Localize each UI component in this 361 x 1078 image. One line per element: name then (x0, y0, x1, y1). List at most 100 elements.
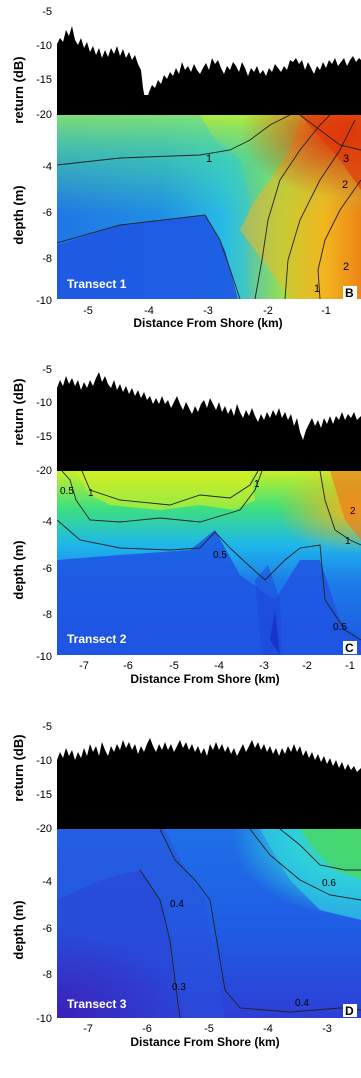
panel-transect-2: return (dB) depth (m) -5 -10 -15 -20 0.5… (11, 364, 361, 686)
contour-line (299, 115, 361, 151)
depth-tick: -6 (42, 923, 52, 935)
heatmap-area (57, 829, 361, 1018)
contour-line (317, 179, 361, 299)
return-tick: -15 (36, 74, 52, 86)
contour-label: 0.5 (213, 550, 227, 561)
return-axis-label: return (dB) (11, 734, 26, 801)
contour-line (284, 119, 356, 299)
contour-line (254, 115, 331, 299)
depth-tick: -4 (42, 161, 52, 173)
heatmap-area (57, 115, 361, 299)
x-tick: -4 (144, 305, 154, 317)
depth-tick: -10 (36, 651, 52, 663)
contour-label: 1 (254, 479, 260, 490)
return-tick: -15 (36, 431, 52, 443)
return-tick: -10 (36, 397, 52, 409)
contour-label: 0.5 (60, 486, 74, 497)
contour-line (279, 829, 361, 871)
contour-label: 2 (350, 506, 356, 517)
contour-line (159, 829, 361, 1013)
return-tick: -5 (42, 721, 52, 733)
panel-letter: C (345, 641, 354, 655)
heatmap-area (57, 471, 361, 655)
contour-label: 1 (314, 283, 320, 295)
depth-tick: -4 (42, 876, 52, 888)
contour-label: 0.4 (295, 998, 309, 1009)
x-ticks: -7 -6 -5 -4 -3 (83, 1023, 332, 1035)
x-tick: -2 (302, 660, 312, 672)
contour-labels: 0.5 1 1 2 0.5 0.5 1 (60, 479, 356, 633)
return-ticks: -5 -10 -15 -20 (36, 721, 52, 835)
contour-line (249, 829, 361, 901)
x-axis-label: Distance From Shore (km) (133, 316, 282, 330)
panel-letter-box (343, 641, 357, 654)
contour-line (57, 519, 361, 641)
x-tick: -1 (321, 305, 331, 317)
depth-axis-label: depth (m) (11, 900, 26, 959)
contour-label: 0.3 (172, 982, 186, 993)
contour-line (57, 214, 241, 299)
x-axis-label: Distance From Shore (km) (130, 672, 279, 686)
x-axis-label: Distance From Shore (km) (130, 1035, 279, 1049)
panel-transect-3: return (dB) depth (m) -5 -10 -15 -20 0.4… (11, 721, 361, 1049)
transect-label: Transect 1 (67, 277, 127, 291)
x-tick: -7 (79, 660, 89, 672)
return-tick: -10 (36, 40, 52, 52)
depth-ticks: -4 -6 -8 -10 (36, 516, 52, 663)
contour-line (61, 471, 263, 523)
return-tick: -10 (36, 755, 52, 767)
x-tick: -5 (204, 1023, 214, 1035)
x-tick: -3 (322, 1023, 332, 1035)
contour-line (57, 115, 291, 166)
x-tick: -5 (83, 305, 93, 317)
x-tick: -2 (263, 305, 273, 317)
x-tick: -7 (83, 1023, 93, 1035)
return-tick: -20 (36, 465, 52, 477)
contour-label: 0.5 (333, 622, 347, 633)
return-ticks: -5 -10 -15 -20 (36, 6, 52, 121)
return-tick: -5 (42, 6, 52, 18)
x-tick: -5 (169, 660, 179, 672)
return-tick: -20 (36, 109, 52, 121)
x-tick: -4 (214, 660, 224, 672)
panel-letter-box (343, 1004, 357, 1017)
depth-tick: -6 (42, 207, 52, 219)
transect-label: Transect 2 (67, 632, 127, 646)
contour-label: 2 (343, 261, 349, 273)
contour-labels: 1 2 3 1 2 (206, 153, 349, 295)
depth-tick: -4 (42, 516, 52, 528)
contour-line (139, 869, 181, 1018)
depth-tick: -8 (42, 253, 52, 265)
x-tick: -4 (263, 1023, 273, 1035)
return-profile (57, 738, 361, 829)
transect-label: Transect 3 (67, 997, 127, 1011)
contour-line (81, 471, 259, 506)
contour-label: 0.4 (170, 899, 184, 910)
depth-axis-label: depth (m) (11, 540, 26, 599)
x-tick: -3 (259, 660, 269, 672)
panel-letter-box (343, 286, 357, 299)
x-tick: -6 (123, 660, 133, 672)
panel-letter: B (345, 286, 354, 300)
depth-axis-label: depth (m) (11, 185, 26, 244)
return-axis-label: return (dB) (11, 56, 26, 123)
contour-label: 1 (206, 153, 212, 165)
depth-tick: -8 (42, 609, 52, 621)
depth-ticks: -4 -6 -8 -10 (36, 876, 52, 1025)
x-tick: -6 (142, 1023, 152, 1035)
contour-line (319, 471, 361, 546)
return-tick: -5 (42, 364, 52, 376)
depth-tick: -10 (36, 1013, 52, 1025)
return-ticks: -5 -10 -15 -20 (36, 364, 52, 477)
depth-tick: -10 (36, 295, 52, 307)
depth-tick: -8 (42, 969, 52, 981)
depth-tick: -6 (42, 563, 52, 575)
return-tick: -15 (36, 789, 52, 801)
contour-label: 1 (88, 488, 94, 499)
contour-label: 1 (345, 536, 351, 547)
contour-label: 0.6 (322, 878, 336, 889)
contour-label: 2 (342, 179, 348, 191)
x-tick: -3 (203, 305, 213, 317)
return-axis-label: return (dB) (11, 378, 26, 445)
